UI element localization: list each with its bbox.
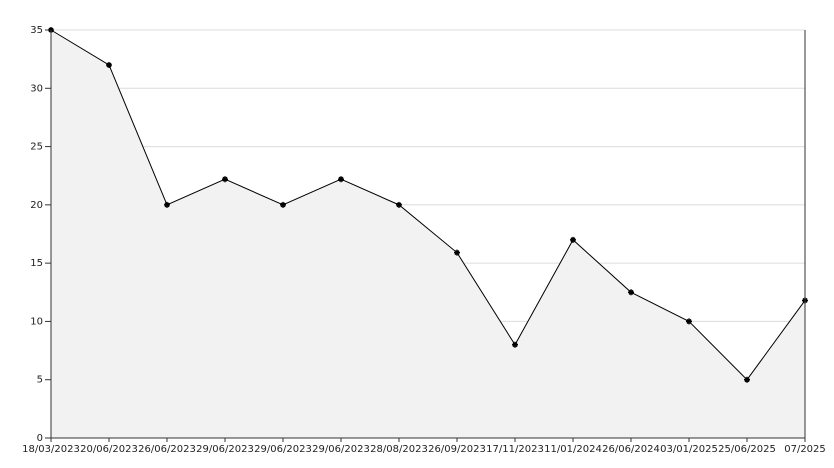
x-tick-label: 11/01/2024 — [544, 444, 602, 455]
marker — [396, 201, 402, 208]
y-tick-label: 25 — [30, 142, 43, 153]
x-tick-label: 26/09/2023 — [428, 444, 486, 455]
x-tick-label: 29/06/2023 — [254, 444, 312, 455]
marker — [628, 289, 634, 296]
x-tick-label: 07/2025 — [784, 444, 826, 455]
marker — [222, 176, 228, 183]
marker — [744, 376, 750, 383]
marker — [512, 341, 518, 348]
y-tick-label: 15 — [30, 258, 43, 269]
x-tick-label: 18/03/2023 — [22, 444, 80, 455]
x-tick-label: 29/06/2023 — [312, 444, 370, 455]
x-tick-label: 26/06/2023 — [138, 444, 196, 455]
marker — [686, 318, 692, 325]
y-tick-label: 30 — [30, 83, 43, 94]
y-tick-label: 10 — [30, 316, 43, 327]
x-tick-label: 25/06/2025 — [718, 444, 776, 455]
area — [51, 30, 805, 438]
y-tick-label: 20 — [30, 200, 43, 211]
x-tick-label: 20/06/2023 — [80, 444, 138, 455]
y-tick-label: 35 — [30, 25, 43, 36]
marker — [164, 201, 170, 208]
x-tick-label: 26/06/2024 — [602, 444, 660, 455]
y-tick-label: 0 — [37, 433, 43, 444]
marker — [280, 201, 286, 208]
x-tick-label: 29/06/2023 — [196, 444, 254, 455]
x-tick-label: 17/11/2023 — [486, 444, 544, 455]
x-tick-label: 03/01/2025 — [660, 444, 718, 455]
marker — [338, 176, 344, 183]
marker — [570, 236, 576, 243]
y-tick-label: 5 — [37, 375, 43, 386]
line — [50, 29, 806, 381]
x-tick-label: 28/08/2023 — [370, 444, 428, 455]
marker — [454, 249, 460, 256]
marker — [106, 61, 112, 68]
